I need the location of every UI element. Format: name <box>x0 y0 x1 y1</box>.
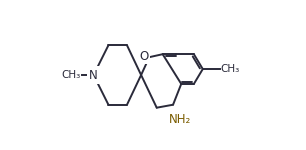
Text: O: O <box>139 50 148 63</box>
Text: CH₃: CH₃ <box>221 64 240 74</box>
Text: NH₂: NH₂ <box>169 112 191 126</box>
Text: CH₃: CH₃ <box>61 70 80 80</box>
Text: N: N <box>89 69 98 81</box>
